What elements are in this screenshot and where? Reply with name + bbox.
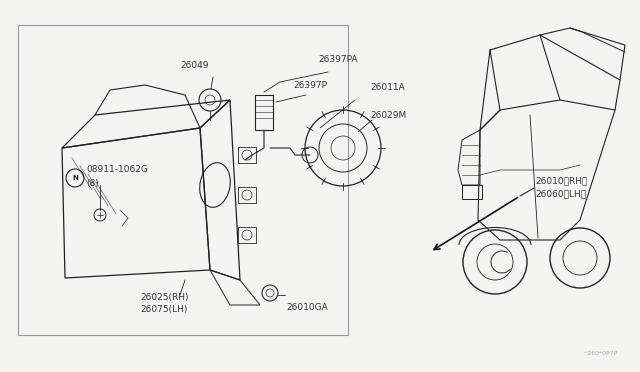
Bar — [18, 25, 348, 335]
Text: 26060〈LH〉: 26060〈LH〉 — [535, 189, 586, 198]
Text: 26049: 26049 — [180, 61, 209, 70]
Bar — [238, 147, 256, 163]
Text: 26025(RH): 26025(RH) — [140, 293, 189, 302]
Text: 26010〈RH〉: 26010〈RH〉 — [535, 176, 588, 185]
Bar — [462, 185, 482, 199]
Text: 26010GA: 26010GA — [286, 303, 328, 312]
Text: 26397P: 26397P — [293, 81, 327, 90]
Text: ^260*0P7P: ^260*0P7P — [583, 351, 618, 356]
Text: 26011A: 26011A — [370, 83, 404, 92]
Text: 08911-1062G: 08911-1062G — [86, 165, 148, 174]
Text: N: N — [72, 175, 78, 181]
Bar — [238, 187, 256, 203]
Bar — [238, 227, 256, 243]
Text: 26397PA: 26397PA — [318, 55, 358, 64]
Bar — [255, 95, 273, 130]
Text: (8): (8) — [86, 179, 99, 188]
Text: 26029M: 26029M — [370, 111, 406, 120]
Text: 26075(LH): 26075(LH) — [140, 305, 188, 314]
